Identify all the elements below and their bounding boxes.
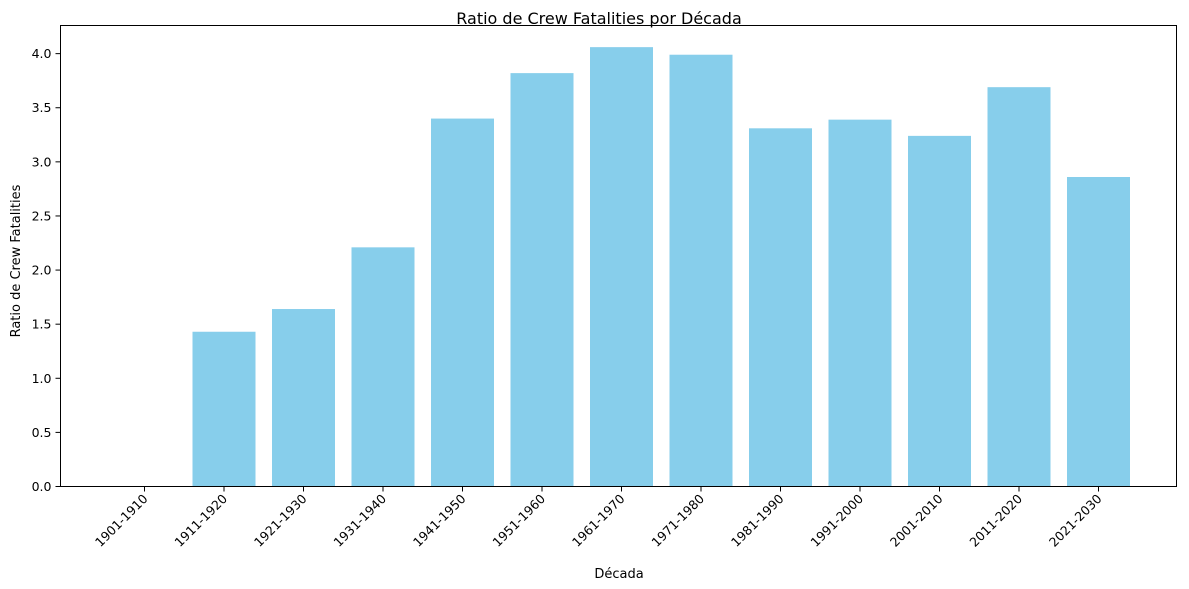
bar-1911-1920 [192, 331, 256, 487]
x-tick-label: 1911-1920 [171, 491, 230, 550]
x-tick-label: 1991-2000 [807, 491, 866, 550]
x-axis-ticks: 1901-1910 1911-1920 1921-1930 1931-1940 1941… [92, 486, 1105, 550]
x-tick-label: 1961-1970 [569, 491, 628, 550]
y-tick-label: 3.5 [32, 100, 52, 115]
x-tick-label: 1951-1960 [489, 491, 548, 550]
y-axis-ticks: 0.0 0.5 1.0 1.5 2.0 2.5 3.0 3.5 4.0 [32, 46, 61, 494]
y-tick-label: 1.5 [32, 317, 52, 332]
x-axis-label: Década [594, 567, 643, 582]
bar-1981-1990 [749, 128, 812, 487]
y-tick-label: 0.5 [32, 425, 52, 440]
bar-1951-1960 [510, 73, 574, 487]
bar-1971-1980 [669, 54, 733, 487]
x-tick-label: 1971-1980 [648, 491, 707, 550]
y-axis-label: Ratio de Crew Fatalities [9, 184, 24, 337]
bar-1931-1940 [351, 247, 415, 487]
x-tick-label: 2001-2010 [887, 491, 946, 550]
bar-1921-1930 [272, 309, 335, 487]
y-tick-label: 2.5 [32, 208, 52, 223]
chart-title: Ratio de Crew Fatalities por Década [456, 9, 742, 28]
x-tick-label: 2021-2030 [1046, 491, 1105, 550]
bar-1961-1970 [590, 47, 653, 487]
bar-2011-2020 [987, 87, 1051, 487]
bar-2001-2010 [908, 135, 971, 487]
x-tick-label: 1981-1990 [728, 491, 787, 550]
bar-2021-2030 [1067, 177, 1130, 487]
x-tick-label: 2011-2020 [966, 491, 1025, 550]
bar-1941-1950 [431, 118, 494, 487]
plot-frame [60, 25, 1177, 487]
y-tick-label: 3.0 [32, 154, 52, 169]
y-tick-label: 4.0 [32, 46, 52, 61]
y-tick-label: 2.0 [32, 263, 52, 278]
x-tick-label: 1901-1910 [92, 491, 151, 550]
x-tick-label: 1921-1930 [251, 491, 310, 550]
x-tick-label: 1941-1950 [410, 491, 469, 550]
bars-group [192, 47, 1130, 487]
y-tick-label: 1.0 [32, 371, 52, 386]
y-tick-label: 0.0 [32, 479, 52, 494]
x-tick-label: 1931-1940 [330, 491, 389, 550]
bar-1991-2000 [828, 119, 892, 487]
